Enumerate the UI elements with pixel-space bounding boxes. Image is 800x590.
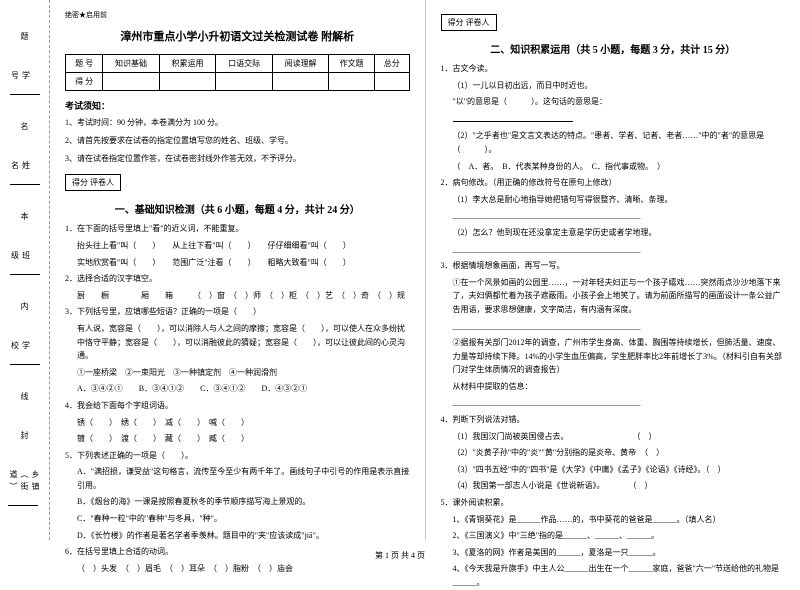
section-2-heading: 二、知识积累运用（共 5 小题，每题 3 分，共计 15 分） bbox=[441, 41, 786, 56]
margin-item: 题 bbox=[19, 32, 30, 46]
q2-3-stem: 3．根据情境想象画面，再写一写。 bbox=[441, 259, 786, 273]
section-1-heading: 一、基础知识检测（共 6 小题，每题 4 分，共计 24 分） bbox=[65, 201, 410, 216]
q2-4-item: （2）"炎黄子孙"中的"炎""黄"分别指的是炎帝、黄帝 （ ） bbox=[453, 446, 786, 460]
q2-3-a: ①在一个风景如画的公园里……，一对年轻夫妇正与一个孩子嬉戏……突然雨点沙沙地落下… bbox=[453, 276, 786, 317]
q5-d: D．《长竹楼》的作者是著名学者季羡林。题目中的"夹"应该读成"jiā"。 bbox=[77, 529, 410, 543]
margin-item: 姓名 bbox=[10, 161, 40, 187]
q5-b: B．《烟台的海》一课是按照春夏秋冬的季节顺序描写海上景观的。 bbox=[77, 495, 410, 509]
page-footer: 第 1 页 共 4 页 bbox=[0, 550, 800, 561]
notice-item: 2、请首先按要求在试卷的指定位置填写您的姓名、班级、学号。 bbox=[65, 135, 410, 148]
q5-c: C．"春种一粒"中的"春种"与冬具，"种"。 bbox=[77, 512, 410, 526]
content-area: 绝密★启用前 漳州市重点小学小升初语文过关检测试卷 附解析 题 号 知识基础 积… bbox=[50, 0, 800, 540]
q2-3-b: ②据报有关部门2012年的调查，广州市学生身高、体重、胸围等持续增长，但肺活量、… bbox=[453, 336, 786, 377]
notice-heading: 考试须知： bbox=[65, 99, 410, 112]
margin-item: 乡镇（街道） bbox=[8, 470, 41, 508]
answer-line[interactable]: ________________________________________… bbox=[453, 209, 786, 223]
answer-line[interactable]: ________________________________________… bbox=[453, 396, 786, 410]
margin-item: 学校 bbox=[10, 341, 40, 367]
q6-line: （ ）头发 （ ）眉毛 （ ）耳朵 （ ）脂粉 （ ）庙会 bbox=[77, 562, 410, 576]
q2-stem: 2．选择合适的汉字填空。 bbox=[65, 272, 410, 286]
q2-4-item: （4）我国第一部志人小说是《世说新语》。 （ ） bbox=[453, 479, 786, 493]
right-column: 得分 评卷人 二、知识积累运用（共 5 小题，每题 3 分，共计 15 分） 1… bbox=[426, 0, 800, 540]
q5-a: A．"满招损，谦受益"这句格言，流传至今至少有两千年了。画线句子中引号的作用是表… bbox=[77, 465, 410, 492]
left-column: 绝密★启用前 漳州市重点小学小升初语文过关检测试卷 附解析 题 号 知识基础 积… bbox=[50, 0, 426, 540]
q3-stem: 3．下列括号里，应填哪些短语？正确的一项是（ ） bbox=[65, 305, 410, 319]
answer-line[interactable]: ________________________________________… bbox=[453, 243, 786, 257]
q2-1-c: （2）"之乎者也"是文言文表达的特点。"患者、学者、记者、老者……"中的"者"的… bbox=[453, 129, 786, 156]
q1-line: 抬头往上看"叫（ ） 从上往下看"叫（ ） 仔仔细细看"叫（ ） bbox=[77, 239, 410, 253]
answer-blank[interactable] bbox=[453, 112, 573, 122]
q2-5-d: 4、《今天我是升旗手》中主人公______出生在一个______家庭，爸爸"六一… bbox=[453, 562, 786, 589]
q2-1-b: "以"的意思是（ ）。这句话的意思是： bbox=[453, 95, 786, 109]
q2-5-b: 2、《三国演义》中"三绝"指的是______、______、______。 bbox=[453, 529, 786, 543]
notice-item: 1、考试时间：90 分钟，本卷满分为 100 分。 bbox=[65, 117, 410, 130]
q2-2-a: （1）李大总是耐心地指导她把错句写得很整齐、清晰、条理。 bbox=[453, 193, 786, 207]
q2-5-stem: 5．课外阅读积累。 bbox=[441, 496, 786, 510]
q3-opts: ①一座桥梁 ②一束阳光 ③一种镇定剂 ④一种润滑剂 bbox=[77, 366, 410, 380]
q2-4-item: （1）我国汉门尚被英国侵占去。 （ ） bbox=[453, 430, 786, 444]
answer-line[interactable]: ________________________________________… bbox=[453, 320, 786, 334]
q2-line: 厨 橱 厢 箱 （ ）窗 （ ）师 （ ）柜 （ ）艺 （ ）奇 （ ）规 bbox=[77, 289, 410, 303]
grade-box: 得分 评卷人 bbox=[441, 14, 497, 31]
q2-4-item: （3）"四书五经"中的"四书"是《大学》《中庸》《孟子》《论语》《诗经》。（ ） bbox=[453, 463, 786, 477]
q4-line: 镀（ ） 渡（ ） 藏（ ） 臧（ ） bbox=[77, 432, 410, 446]
q2-2-stem: 2．病句修改。（用正确的修改符号在原句上修改） bbox=[441, 176, 786, 190]
margin-item: 名 bbox=[19, 122, 30, 136]
binding-margin: 题 学号 名 姓名 本 班级 内 学校 线 封 乡镇（街道） bbox=[0, 0, 50, 540]
margin-item: 班级 bbox=[10, 251, 40, 277]
q4-line: 锈（ ） 绣（ ） 减（ ） 喊（ ） bbox=[77, 416, 410, 430]
margin-item: 线 bbox=[19, 392, 30, 406]
margin-item: 封 bbox=[19, 431, 30, 445]
secret-label: 绝密★启用前 bbox=[65, 10, 410, 20]
q2-2-b: （2）怎么？他到现在还没拿定主意是学历史或者学地理。 bbox=[453, 226, 786, 240]
q2-3-c: 从材料中提取的信息： bbox=[453, 380, 786, 394]
q1-line: 实地欣赏看"叫（ ） 范围广泛"注看（ ） 粗略大致看"叫（ ） bbox=[77, 256, 410, 270]
margin-item: 本 bbox=[19, 212, 30, 226]
q1-stem: 1．在下面的括号里填上"看"的近义词，不能重复。 bbox=[65, 222, 410, 236]
exam-title: 漳州市重点小学小升初语文过关检测试卷 附解析 bbox=[65, 28, 410, 44]
notice-item: 3、请在试卷指定位置作答，在试卷密封线外作答无效，不予评分。 bbox=[65, 153, 410, 166]
q2-5-a: 1、《青铜葵花》是______作品……的，书中葵花的爸爸是______。（填人名… bbox=[453, 513, 786, 527]
q3-body: 有人说，宽容是（ ），可以消除人与人之间的摩擦；宽容是（ ），可以使人在众多纷扰… bbox=[77, 322, 410, 363]
q4-stem: 4．我会给下面每个字组词语。 bbox=[65, 399, 410, 413]
q2-4-stem: 4．判断下列说法对错。 bbox=[441, 413, 786, 427]
q2-1-opts: （ A．者。 B．代表某种身份的人。 C．指代事或物。 ） bbox=[453, 160, 786, 174]
q2-1-stem: 1．古文今读。 bbox=[441, 62, 786, 76]
q3-choices: A．③④②① B．③④①② C．③④①② D．④③②① bbox=[77, 382, 410, 396]
margin-item: 学号 bbox=[10, 71, 40, 97]
margin-item: 内 bbox=[19, 302, 30, 316]
q5-stem: 5．下列表述正确的一项是（ ）。 bbox=[65, 449, 410, 463]
score-table: 题 号 知识基础 积累运用 口语交际 阅读理解 作文题 总分 得 分 bbox=[65, 54, 410, 91]
grade-box: 得分 评卷人 bbox=[65, 174, 121, 191]
q2-1-a: （1）一儿以日初出远，而日中时近也。 bbox=[453, 79, 786, 93]
